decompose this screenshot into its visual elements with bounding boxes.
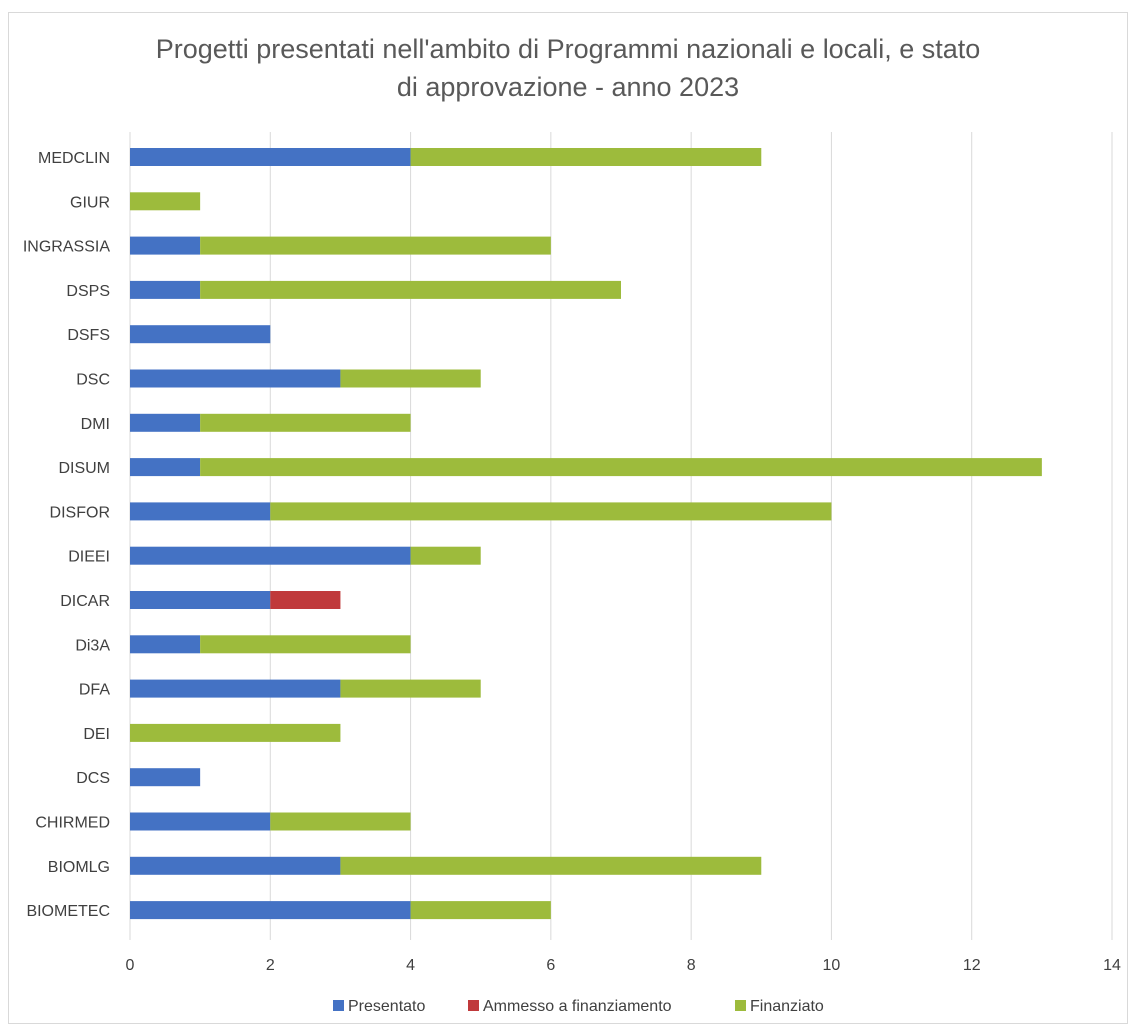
category-label-BIOMETEC: BIOMETEC	[26, 903, 110, 920]
legend-label-1: Ammesso a finanziamento	[483, 998, 672, 1015]
bar-DICAR-series-0	[130, 591, 271, 609]
category-label-DEI: DEI	[83, 726, 110, 743]
category-label-DICAR: DICAR	[60, 593, 110, 610]
category-label-GIUR: GIUR	[70, 194, 110, 211]
bar-DSPS-series-0	[130, 280, 201, 299]
chart-border	[8, 12, 1128, 1024]
x-tick-label-6: 6	[546, 957, 555, 974]
bar-DEI-series-2	[130, 723, 341, 742]
legend-swatch-1	[468, 1000, 479, 1011]
bar-DISUM-series-0	[130, 458, 201, 477]
bar-CHIRMED-series-2	[270, 812, 411, 831]
x-tick-label-8: 8	[687, 957, 696, 974]
category-label-DMI: DMI	[81, 416, 110, 433]
category-label-INGRASSIA: INGRASSIA	[23, 239, 110, 256]
bar-DSPS-series-2	[200, 280, 621, 299]
category-label-BIOMLG: BIOMLG	[48, 859, 110, 876]
bar-BIOMLG-series-2	[340, 856, 762, 875]
bar-Di3A-series-2	[200, 635, 411, 654]
bar-DICAR-series-1	[270, 591, 341, 609]
category-label-DCS: DCS	[76, 770, 110, 787]
bar-DMI-series-0	[130, 413, 201, 432]
chart-title: Progetti presentati nell'ambito di Progr…	[8, 30, 1128, 106]
bar-DISFOR-series-2	[270, 502, 832, 521]
category-label-DFA: DFA	[79, 682, 110, 699]
bar-DMI-series-2	[200, 413, 411, 432]
bar-DISFOR-series-0	[130, 502, 271, 521]
bar-DSC-series-0	[130, 369, 341, 388]
bar-DIEEI-series-0	[130, 546, 411, 565]
legend-swatch-2	[735, 1000, 746, 1011]
category-label-MEDCLIN: MEDCLIN	[38, 150, 110, 167]
legend-label-0: Presentato	[348, 998, 425, 1015]
x-tick-label-12: 12	[963, 957, 981, 974]
category-label-CHIRMED: CHIRMED	[35, 815, 110, 832]
bar-MEDCLIN-series-0	[130, 148, 411, 166]
bar-BIOMLG-series-0	[130, 856, 341, 875]
bar-DSFS-series-0	[130, 325, 271, 344]
legend-swatch-0	[333, 1000, 344, 1011]
bar-INGRASSIA-series-0	[130, 236, 201, 255]
bar-DSC-series-2	[340, 369, 481, 388]
chart-title-line-1: Progetti presentati nell'ambito di Progr…	[155, 34, 981, 64]
bar-MEDCLIN-series-2	[410, 148, 762, 166]
bar-INGRASSIA-series-2	[200, 236, 551, 255]
bar-DCS-series-0	[130, 768, 201, 787]
category-label-DIEEI: DIEEI	[68, 549, 110, 566]
bar-CHIRMED-series-0	[130, 812, 271, 831]
bar-GIUR-series-2	[130, 192, 201, 211]
bar-DFA-series-2	[340, 679, 481, 698]
x-tick-label-0: 0	[126, 957, 135, 974]
category-label-Di3A: Di3A	[75, 637, 110, 654]
bar-DIEEI-series-2	[410, 546, 481, 565]
bar-DFA-series-0	[130, 679, 341, 698]
category-label-DSFS: DSFS	[67, 327, 110, 344]
category-label-DISFOR: DISFOR	[50, 504, 110, 521]
legend-label-2: Finanziato	[750, 998, 824, 1015]
x-tick-label-14: 14	[1103, 957, 1121, 974]
bar-DISUM-series-2	[200, 458, 1042, 477]
bar-BIOMETEC-series-2	[410, 901, 551, 920]
bar-Di3A-series-0	[130, 635, 201, 654]
category-label-DSPS: DSPS	[66, 283, 110, 300]
category-label-DISUM: DISUM	[58, 460, 110, 477]
x-tick-label-2: 2	[266, 957, 275, 974]
bar-BIOMETEC-series-0	[130, 901, 411, 920]
category-label-DSC: DSC	[76, 372, 110, 389]
x-tick-label-10: 10	[823, 957, 841, 974]
x-tick-label-4: 4	[406, 957, 415, 974]
chart-title-line-2: di approvazione - anno 2023	[396, 72, 740, 102]
